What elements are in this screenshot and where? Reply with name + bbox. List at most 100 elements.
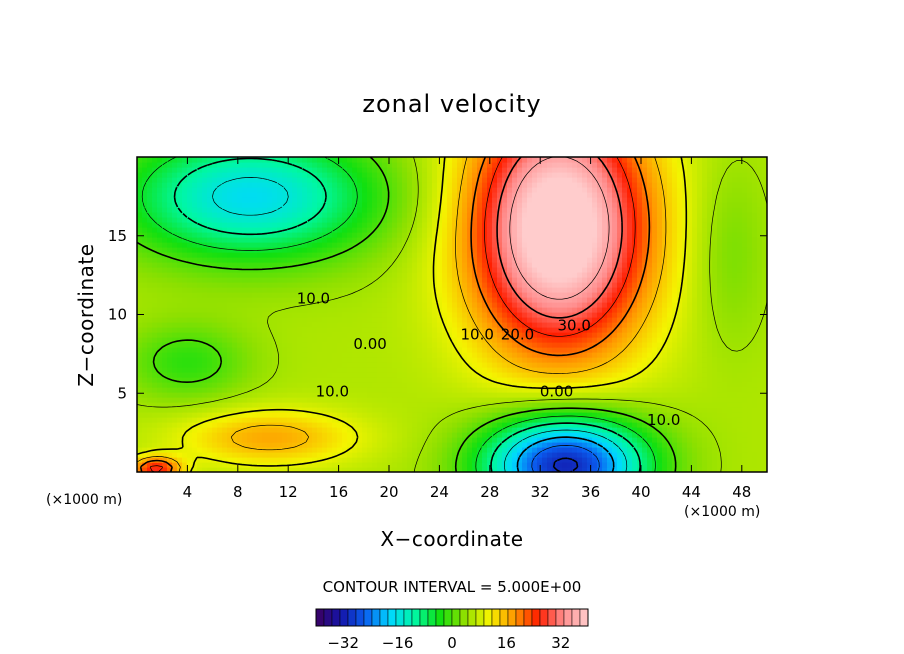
heatmap-cell <box>657 457 663 463</box>
heatmap-cell <box>277 427 283 433</box>
heatmap-cell <box>382 372 388 378</box>
heatmap-cell <box>452 417 458 423</box>
heatmap-cell <box>522 452 528 458</box>
heatmap-cell <box>552 382 558 388</box>
heatmap-cell <box>337 332 343 338</box>
heatmap-cell <box>282 447 288 453</box>
heatmap-cell <box>702 452 708 458</box>
heatmap-cell <box>372 417 378 423</box>
heatmap-cell <box>642 437 648 443</box>
heatmap-cell <box>582 427 588 433</box>
heatmap-cell <box>452 332 458 338</box>
heatmap-cell <box>302 447 308 453</box>
heatmap-cell <box>197 412 203 418</box>
heatmap-cell <box>437 307 443 313</box>
heatmap-cell <box>247 337 253 343</box>
heatmap-cell <box>212 312 218 318</box>
heatmap-cell <box>542 452 548 458</box>
heatmap-cell <box>602 292 608 298</box>
heatmap-cell <box>742 277 748 283</box>
heatmap-cell <box>192 292 198 298</box>
heatmap-cell <box>712 422 718 428</box>
heatmap-cell <box>552 412 558 418</box>
heatmap-cell <box>232 287 238 293</box>
heatmap-cell <box>477 312 483 318</box>
heatmap-cell <box>392 467 398 472</box>
heatmap-cell <box>232 322 238 328</box>
heatmap-cell <box>682 467 688 472</box>
heatmap-cell <box>237 317 243 323</box>
heatmap-cell <box>362 447 368 453</box>
heatmap-cell <box>587 377 593 383</box>
heatmap-cell <box>392 402 398 408</box>
heatmap-cell <box>227 312 233 318</box>
heatmap-cell <box>242 297 248 303</box>
heatmap-cell <box>487 357 493 363</box>
heatmap-cell <box>357 297 363 303</box>
heatmap-cell <box>462 462 468 468</box>
heatmap-cell <box>482 447 488 453</box>
heatmap-cell <box>252 447 258 453</box>
heatmap-cell <box>372 282 378 288</box>
heatmap-cell <box>552 292 558 298</box>
heatmap-cell <box>627 327 633 333</box>
heatmap-cell <box>222 452 228 458</box>
heatmap-cell <box>202 277 208 283</box>
heatmap-cell <box>207 452 213 458</box>
heatmap-cell <box>267 272 273 278</box>
heatmap-cell <box>427 432 433 438</box>
heatmap-cell <box>377 337 383 343</box>
heatmap-cell <box>487 417 493 423</box>
heatmap-cell <box>507 402 513 408</box>
heatmap-cell <box>537 277 543 283</box>
heatmap-cell <box>237 342 243 348</box>
heatmap-cell <box>467 362 473 368</box>
heatmap-cell <box>532 387 538 393</box>
heatmap-cell <box>647 397 653 403</box>
heatmap-cell <box>682 387 688 393</box>
heatmap-cell <box>572 387 578 393</box>
heatmap-cell <box>317 272 323 278</box>
heatmap-cell <box>597 432 603 438</box>
heatmap-cell <box>592 357 598 363</box>
heatmap-cell <box>407 307 413 313</box>
heatmap-cell <box>507 422 513 428</box>
heatmap-cell <box>547 357 553 363</box>
heatmap-cell <box>357 347 363 353</box>
heatmap-cell <box>662 452 668 458</box>
heatmap-cell <box>192 332 198 338</box>
heatmap-cell <box>497 412 503 418</box>
heatmap-cell <box>407 292 413 298</box>
heatmap-cell <box>627 447 633 453</box>
heatmap-cell <box>652 297 658 303</box>
heatmap-cell <box>332 382 338 388</box>
heatmap-cell <box>507 292 513 298</box>
heatmap-cell <box>447 372 453 378</box>
heatmap-cell <box>597 282 603 288</box>
heatmap-cell <box>582 357 588 363</box>
heatmap-cell <box>647 442 653 448</box>
heatmap-cell <box>457 427 463 433</box>
heatmap-cell <box>692 402 698 408</box>
heatmap-cell <box>297 417 303 423</box>
heatmap-cell <box>387 442 393 448</box>
heatmap-cell <box>342 292 348 298</box>
heatmap-cell <box>237 417 243 423</box>
heatmap-cell <box>232 407 238 413</box>
heatmap-cell <box>387 387 393 393</box>
heatmap-cell <box>447 442 453 448</box>
heatmap-cell <box>602 307 608 313</box>
heatmap-cell <box>307 342 313 348</box>
heatmap-cell <box>247 322 253 328</box>
heatmap-cell <box>722 287 728 293</box>
heatmap-cell <box>342 317 348 323</box>
heatmap-cell <box>507 377 513 383</box>
heatmap-cell <box>707 337 713 343</box>
heatmap-cell <box>262 442 268 448</box>
heatmap-cell <box>202 387 208 393</box>
heatmap-cell <box>292 342 298 348</box>
heatmap-cell <box>587 287 593 293</box>
heatmap-cell <box>762 432 767 438</box>
heatmap-cell <box>567 292 573 298</box>
heatmap-cell <box>317 342 323 348</box>
